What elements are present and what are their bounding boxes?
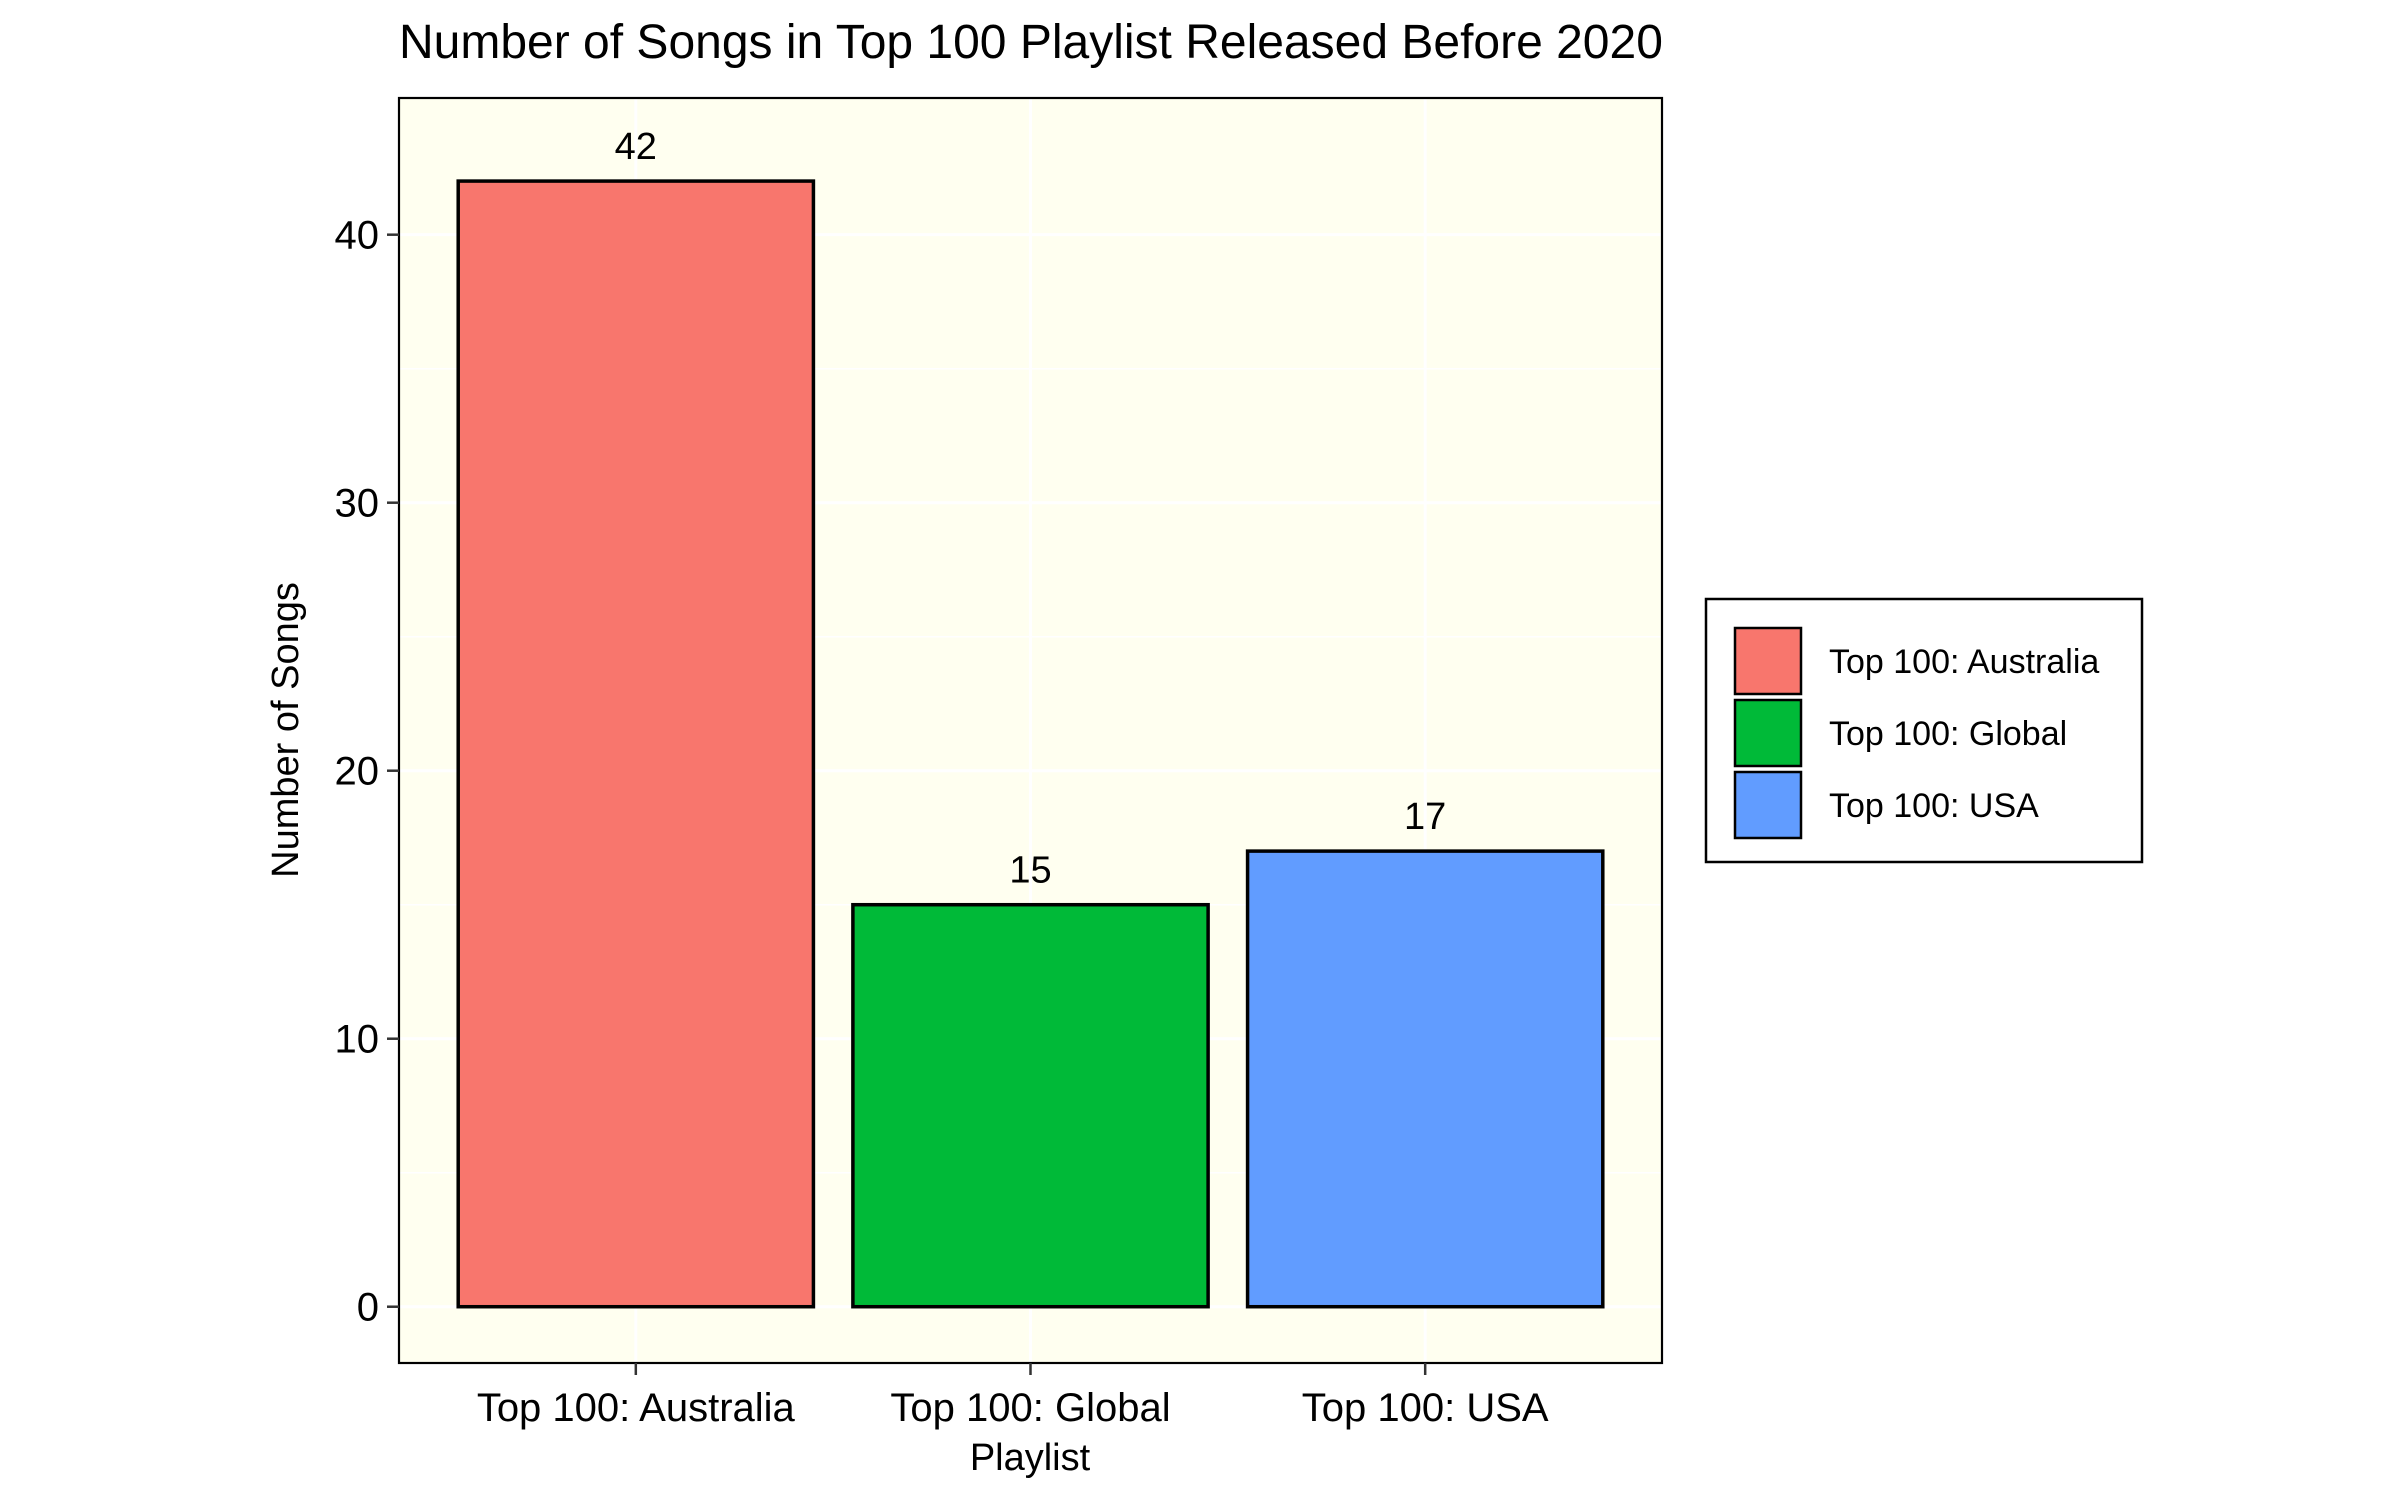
bar-value-label: 17: [1404, 796, 1446, 838]
y-axis-title: Number of Songs: [265, 582, 307, 878]
y-tick-label: 10: [335, 1018, 380, 1062]
legend-swatch: [1733, 626, 1803, 696]
legend-label: Top 100: USA: [1829, 787, 2039, 825]
x-tick-label: Top 100: USA: [1302, 1386, 1549, 1430]
x-axis: Top 100: Australia Top 100: Global Top 100…: [477, 1363, 1549, 1430]
x-tick-label: Top 100: Australia: [477, 1386, 796, 1430]
bar: [456, 179, 816, 1309]
bars: [456, 179, 1605, 1309]
data-labels: 42 15 17: [615, 126, 1447, 892]
legend-items: Top 100: Australia Top 100: Global Top 100…: [1733, 626, 2099, 840]
y-tick-label: 20: [335, 750, 380, 794]
legend-swatch: [1733, 698, 1803, 768]
y-tick-label: 30: [335, 482, 380, 526]
legend-label: Top 100: Australia: [1829, 643, 2099, 681]
y-tick-label: 40: [335, 214, 380, 258]
legend: Top 100: Australia Top 100: Global Top 100…: [1704, 597, 2144, 864]
chart-title: Number of Songs in Top 100 Playlist Rele…: [399, 16, 1663, 69]
legend-label: Top 100: Global: [1829, 715, 2067, 753]
bar: [1245, 849, 1605, 1309]
y-tick-label: 0: [357, 1286, 379, 1330]
bar-value-label: 15: [1009, 850, 1051, 892]
legend-swatch: [1733, 770, 1803, 840]
x-tick-label: Top 100: Global: [890, 1386, 1170, 1430]
bar: [851, 902, 1210, 1309]
bar-value-label: 42: [615, 126, 657, 168]
y-axis: 0 10 20 30 40: [335, 214, 399, 1330]
x-axis-title: Playlist: [970, 1437, 1091, 1479]
